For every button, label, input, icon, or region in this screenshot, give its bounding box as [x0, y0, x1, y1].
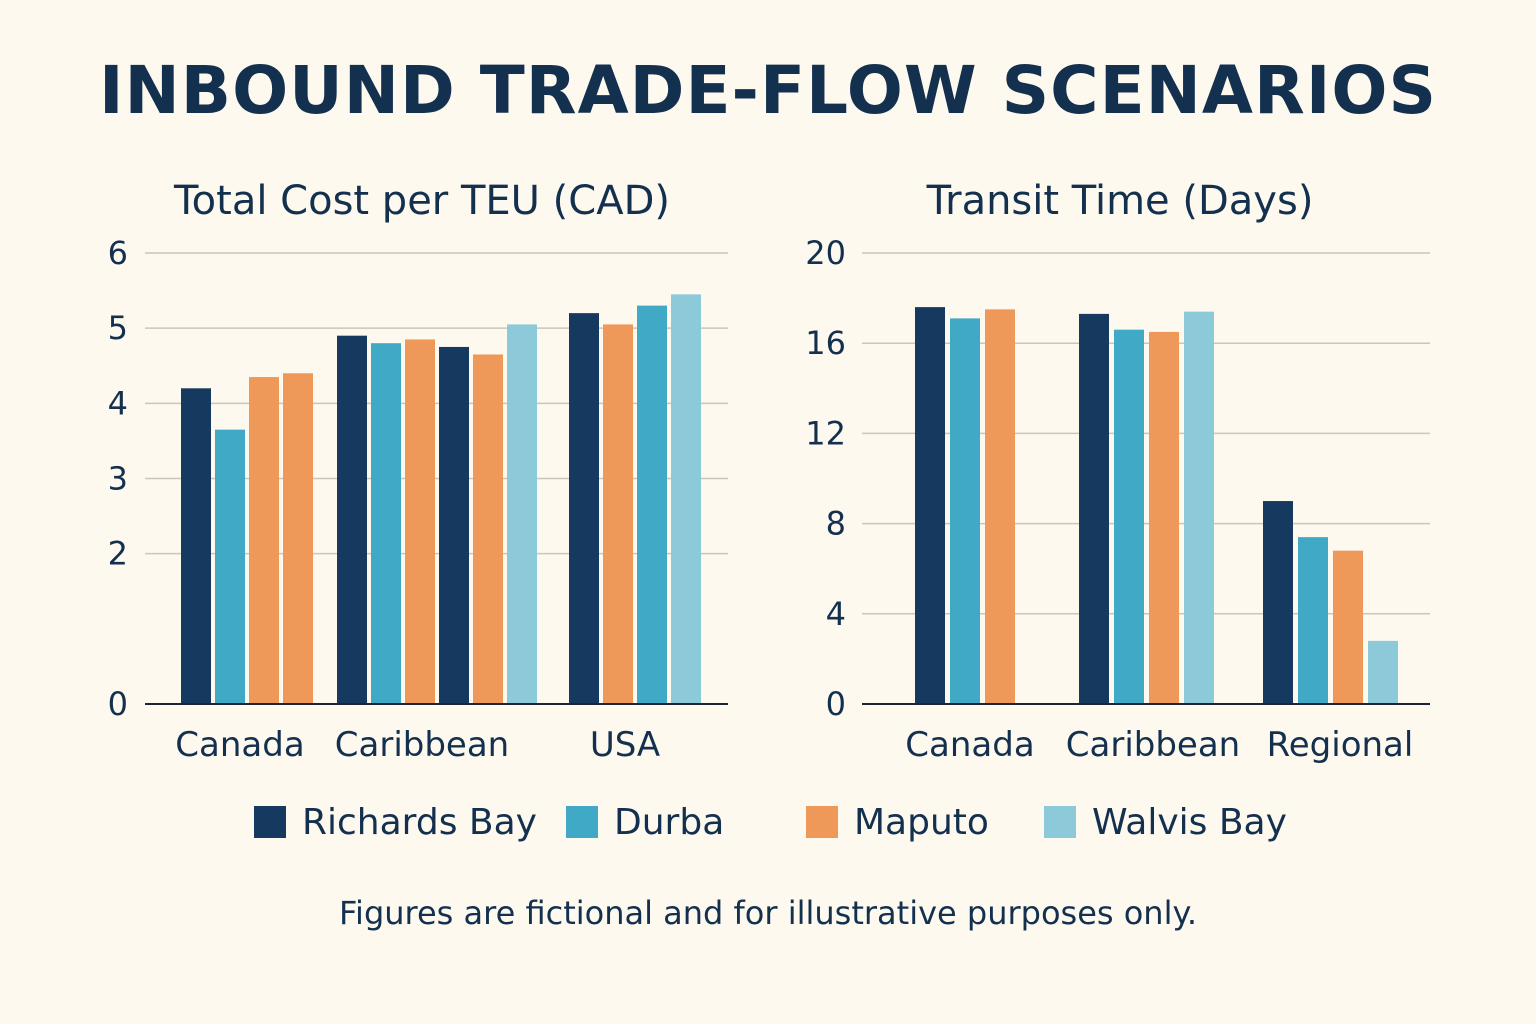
legend-label-walvis-bay: Walvis Bay [1092, 801, 1287, 843]
bar-caribbean-durba [1114, 329, 1144, 704]
x-category-label: Canada [175, 725, 304, 765]
y-tick-label: 6 [108, 234, 128, 272]
legend-item-richards-bay: Richards Bay [254, 790, 537, 854]
y-tick-label: 5 [108, 309, 128, 347]
bar-caribbean-richards-bay [439, 346, 469, 704]
footnote: Figures are fictional and for illustrati… [338, 894, 1198, 932]
bar-caribbean-walvis-bay [1184, 311, 1214, 704]
bar-caribbean-richards-bay [1079, 313, 1109, 704]
y-tick-label: 12 [805, 414, 846, 452]
legend-swatch-richards-bay [254, 806, 286, 838]
x-category-label: Regional [1267, 725, 1414, 765]
y-tick-label: 0 [826, 685, 846, 723]
legend-item-maputo: Maputo [806, 790, 989, 854]
bar-usa-walvis-bay [671, 294, 701, 704]
y-tick-label: 4 [108, 384, 128, 422]
legend-label-maputo: Maputo [854, 801, 989, 843]
bar-caribbean-richards-bay [337, 335, 367, 704]
bar-regional-durba [1298, 537, 1328, 704]
bar-usa-durba [637, 305, 667, 704]
bar-canada-durba [950, 318, 980, 704]
y-tick-label: 0 [108, 685, 128, 723]
transit-chart: Transit Time (Days) 0 4 8 12 16 20 Canada Caribb… [805, 178, 1430, 765]
bar-caribbean-maputo [405, 339, 435, 704]
cost-chart: Total Cost per TEU (CAD) 0 2 3 4 5 6 Canada Cari… [108, 178, 728, 765]
legend-label-durba: Durba [614, 801, 725, 843]
legend-swatch-maputo [806, 806, 838, 838]
bar-caribbean-walvis-bay [507, 324, 537, 704]
bar-regional-walvis-bay [1368, 640, 1398, 704]
bar-canada-richards-bay [181, 388, 211, 704]
legend-item-durba: Durba [566, 790, 724, 854]
bar-regional-maputo [1333, 550, 1363, 704]
x-category-label: Canada [905, 725, 1034, 765]
y-tick-label: 8 [826, 505, 846, 543]
bar-caribbean-durba [371, 343, 401, 704]
bar-usa-richards-bay [569, 313, 599, 704]
x-category-label: Caribbean [335, 725, 509, 765]
y-tick-label: 2 [108, 535, 128, 573]
x-category-label: USA [590, 725, 660, 765]
chart-title: Transit Time (Days) [926, 178, 1314, 224]
y-tick-label: 3 [108, 460, 128, 498]
bar-regional-richards-bay [1263, 501, 1293, 704]
bar-canada-maputo [985, 309, 1015, 704]
y-tick-label: 20 [805, 234, 846, 272]
bar-canada-maputo [249, 377, 279, 704]
page-title: INBOUND TRADE-FLOW SCENARIOS [98, 52, 1438, 129]
legend-label-richards-bay: Richards Bay [302, 801, 537, 843]
bar-caribbean-maputo [1149, 331, 1179, 704]
x-category-label: Caribbean [1066, 725, 1240, 765]
y-tick-label: 4 [826, 595, 846, 633]
bar-canada-maputo [283, 373, 313, 704]
legend-swatch-durba [566, 806, 598, 838]
legend-item-walvis-bay: Walvis Bay [1044, 790, 1287, 854]
bar-caribbean-maputo [473, 354, 503, 704]
bar-canada-richards-bay [915, 307, 945, 704]
legend: Richards Bay Durba Maputo Walvis Bay [0, 790, 1536, 854]
bar-canada-durba [215, 429, 245, 704]
legend-swatch-walvis-bay [1044, 806, 1076, 838]
chart-title: Total Cost per TEU (CAD) [173, 178, 670, 224]
bar-usa-maputo [603, 324, 633, 704]
y-tick-label: 16 [805, 324, 846, 362]
